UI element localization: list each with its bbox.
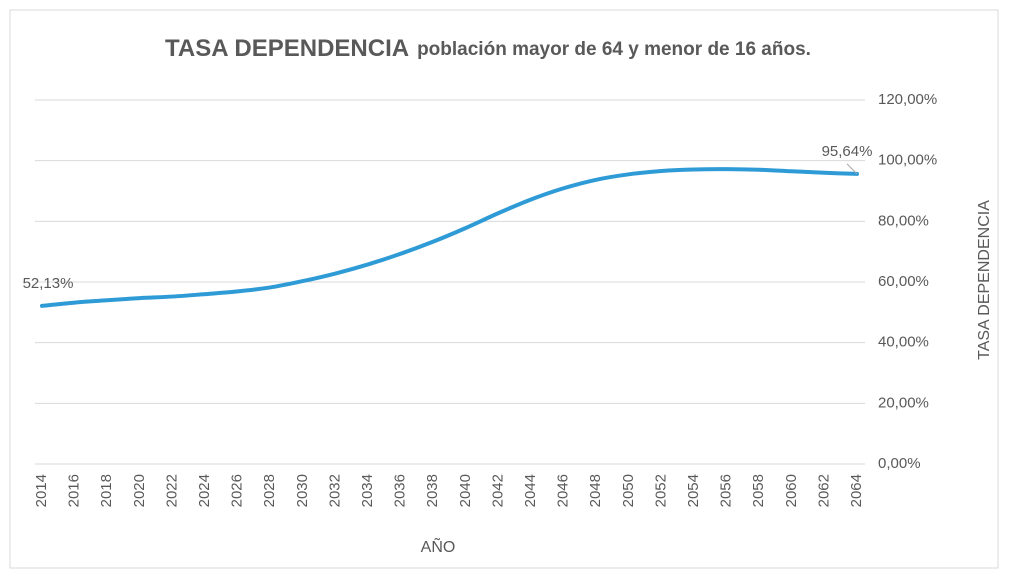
x-axis-label: AÑO	[421, 536, 456, 556]
x-tick-label: 2060	[783, 474, 800, 507]
y-tick-label: 100,00%	[878, 152, 937, 169]
x-tick-label: 2050	[620, 474, 637, 507]
x-tick-label: 2020	[131, 474, 148, 507]
chart-title: TASA DEPENDENCIA población mayor de 64 y …	[165, 35, 811, 62]
y-tick-label: 0,00%	[878, 455, 921, 472]
data-label: 52,13%	[23, 275, 74, 292]
x-tick-label: 2064	[848, 474, 865, 507]
x-tick-label: 2014	[33, 474, 50, 507]
y-tick-label: 120,00%	[878, 91, 937, 108]
x-tick-label: 2044	[522, 474, 539, 507]
x-tick-label: 2024	[196, 474, 213, 507]
x-tick-label: 2052	[652, 474, 669, 507]
x-tick-label: 2042	[489, 474, 506, 507]
x-tick-label: 2018	[98, 474, 115, 507]
x-tick-label: 2046	[555, 474, 572, 507]
y-tick-label: 80,00%	[878, 212, 929, 229]
y-axis-label: TASA DEPENDENCIA	[976, 200, 993, 360]
x-tick-label: 2022	[163, 474, 180, 507]
x-tick-label: 2062	[815, 474, 832, 507]
x-tick-label: 2038	[424, 474, 441, 507]
y-tick-label: 60,00%	[878, 273, 929, 290]
x-tick-label: 2058	[750, 474, 767, 507]
x-tick-label: 2028	[261, 474, 278, 507]
x-tick-label: 2032	[326, 474, 343, 507]
chart-border	[9, 9, 999, 569]
x-tick-label: 2036	[392, 474, 409, 507]
y-tick-label: 40,00%	[878, 334, 929, 351]
x-tick-label: 2034	[359, 474, 376, 507]
line	[40, 167, 859, 308]
x-tick-label: 2048	[587, 474, 604, 507]
y-tick-label: 20,00%	[878, 394, 929, 411]
x-tick-label: 2016	[66, 474, 83, 507]
x-tick-label: 2026	[229, 474, 246, 507]
x-tick-label: 2054	[685, 474, 702, 507]
title: TASA DEPENDENCIA	[165, 35, 409, 62]
leader-line	[846, 163, 858, 175]
x-tick-label: 2030	[294, 474, 311, 507]
subtitle: población mayor de 64 y menor de 16 años…	[417, 39, 811, 60]
x-tick-label: 2040	[457, 474, 474, 507]
data-label: 95,64%	[822, 143, 873, 160]
x-tick-label: 2056	[718, 474, 735, 507]
